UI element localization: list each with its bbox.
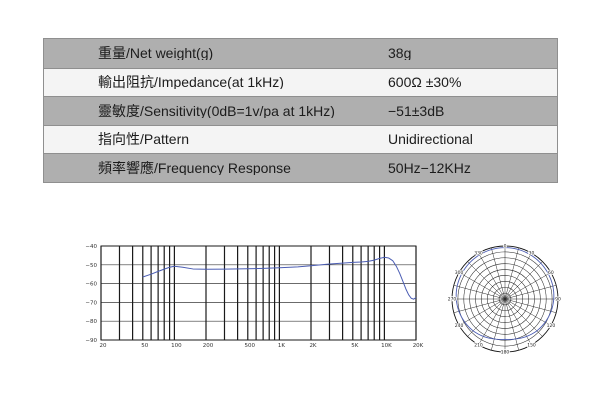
- polar-spoke: [458, 298, 506, 326]
- angle-tick-label: 240: [455, 323, 464, 329]
- polar-spoke: [504, 285, 557, 300]
- angle-tick-label: 60: [548, 270, 554, 276]
- spec-row-pattern: 指向性/Pattern Unidirectional: [44, 124, 557, 153]
- spec-label-net-weight: 重量/Net weight(g): [98, 46, 214, 61]
- angle-tick-label: 270: [448, 297, 457, 303]
- spec-row-impedance: 輸出阻抗/Impedance(at 1kHz) 600Ω ±30%: [44, 67, 557, 96]
- angle-tick-label: 30: [529, 251, 535, 257]
- polar-spoke: [453, 285, 506, 300]
- spec-value-frequency-response: 50Hz−12KHz: [388, 160, 471, 175]
- polar-spoke: [504, 247, 519, 300]
- x-tick-label: 20: [100, 343, 107, 349]
- x-tick-label: 10K: [381, 343, 392, 349]
- x-tick-label: 2K: [309, 343, 316, 349]
- polar-spoke: [504, 261, 543, 300]
- polar-spoke: [491, 247, 506, 300]
- spec-row-net-weight: 重量/Net weight(g) 38g: [44, 39, 557, 68]
- spec-label-impedance: 輸出阻抗/Impedance(at 1kHz): [98, 75, 284, 90]
- y-tick-label: −60: [85, 282, 97, 288]
- spec-row-frequency-response: 頻率響應/Frequency Response 50Hz−12KHz: [44, 153, 557, 182]
- spec-value-impedance: 600Ω ±30%: [388, 75, 462, 90]
- angle-tick-label: 120: [547, 323, 556, 329]
- x-tick-label: 50: [141, 343, 148, 349]
- polar-spoke: [504, 298, 552, 326]
- x-tick-label: 200: [203, 343, 214, 349]
- y-tick-label: −80: [85, 319, 97, 325]
- plot-grid: [100, 245, 417, 341]
- spec-label-sensitivity: 靈敏度/Sensitivity(0dB=1v/pa at 1kHz): [98, 103, 335, 118]
- x-tick-label: 500: [245, 343, 256, 349]
- spec-table: 重量/Net weight(g) 38g 輸出阻抗/Impedance(at 1…: [43, 38, 558, 183]
- polar-spoke: [458, 272, 506, 300]
- y-tick-label: −90: [85, 338, 97, 344]
- y-tick-label: −50: [85, 263, 97, 269]
- polar-spoke: [453, 298, 506, 313]
- spec-value-net-weight: 38g: [388, 46, 412, 61]
- polar-spoke: [504, 298, 543, 337]
- spec-label-pattern: 指向性/Pattern: [98, 132, 190, 147]
- spec-row-sensitivity: 靈敏度/Sensitivity(0dB=1v/pa at 1kHz) −51±3…: [44, 96, 557, 125]
- x-tick-label: 5K: [351, 343, 358, 349]
- angle-tick-label: 210: [474, 342, 483, 348]
- polar-spoke: [504, 252, 532, 300]
- polar-spoke: [504, 298, 532, 346]
- y-tick-label: −40: [85, 244, 97, 250]
- x-tick-label: 1K: [278, 343, 285, 349]
- polar-spoke: [504, 298, 519, 351]
- x-tick-label: 20K: [413, 343, 424, 349]
- polar-grid: [451, 245, 559, 353]
- polar-pattern-chart: 0 30 60 90 120 150 180 210 240 270 300 330: [447, 243, 562, 357]
- angle-tick-label: 0: [504, 244, 507, 250]
- angle-tick-label: 90: [555, 297, 561, 303]
- x-tick-label: 100: [171, 343, 182, 349]
- polar-pattern-curve: [455, 247, 555, 340]
- angle-tick-label: 180: [501, 350, 510, 356]
- spec-label-frequency-response: 頻率響應/Frequency Response: [98, 160, 291, 175]
- polar-spoke: [504, 298, 557, 313]
- spec-value-sensitivity: −51±3dB: [388, 103, 445, 118]
- polar-spoke: [491, 298, 506, 351]
- angle-tick-label: 330: [474, 251, 483, 257]
- spec-value-pattern: Unidirectional: [388, 132, 473, 147]
- y-tick-label: −70: [85, 300, 97, 306]
- angle-tick-label: 150: [527, 342, 536, 348]
- polar-spoke: [467, 261, 506, 300]
- frequency-response-curve: [142, 256, 417, 300]
- polar-spoke: [467, 298, 506, 337]
- polar-spoke: [478, 298, 506, 346]
- polar-spoke: [478, 252, 506, 300]
- plot-frame: [100, 245, 417, 341]
- polar-spoke: [504, 272, 552, 300]
- angle-tick-label: 300: [455, 270, 464, 276]
